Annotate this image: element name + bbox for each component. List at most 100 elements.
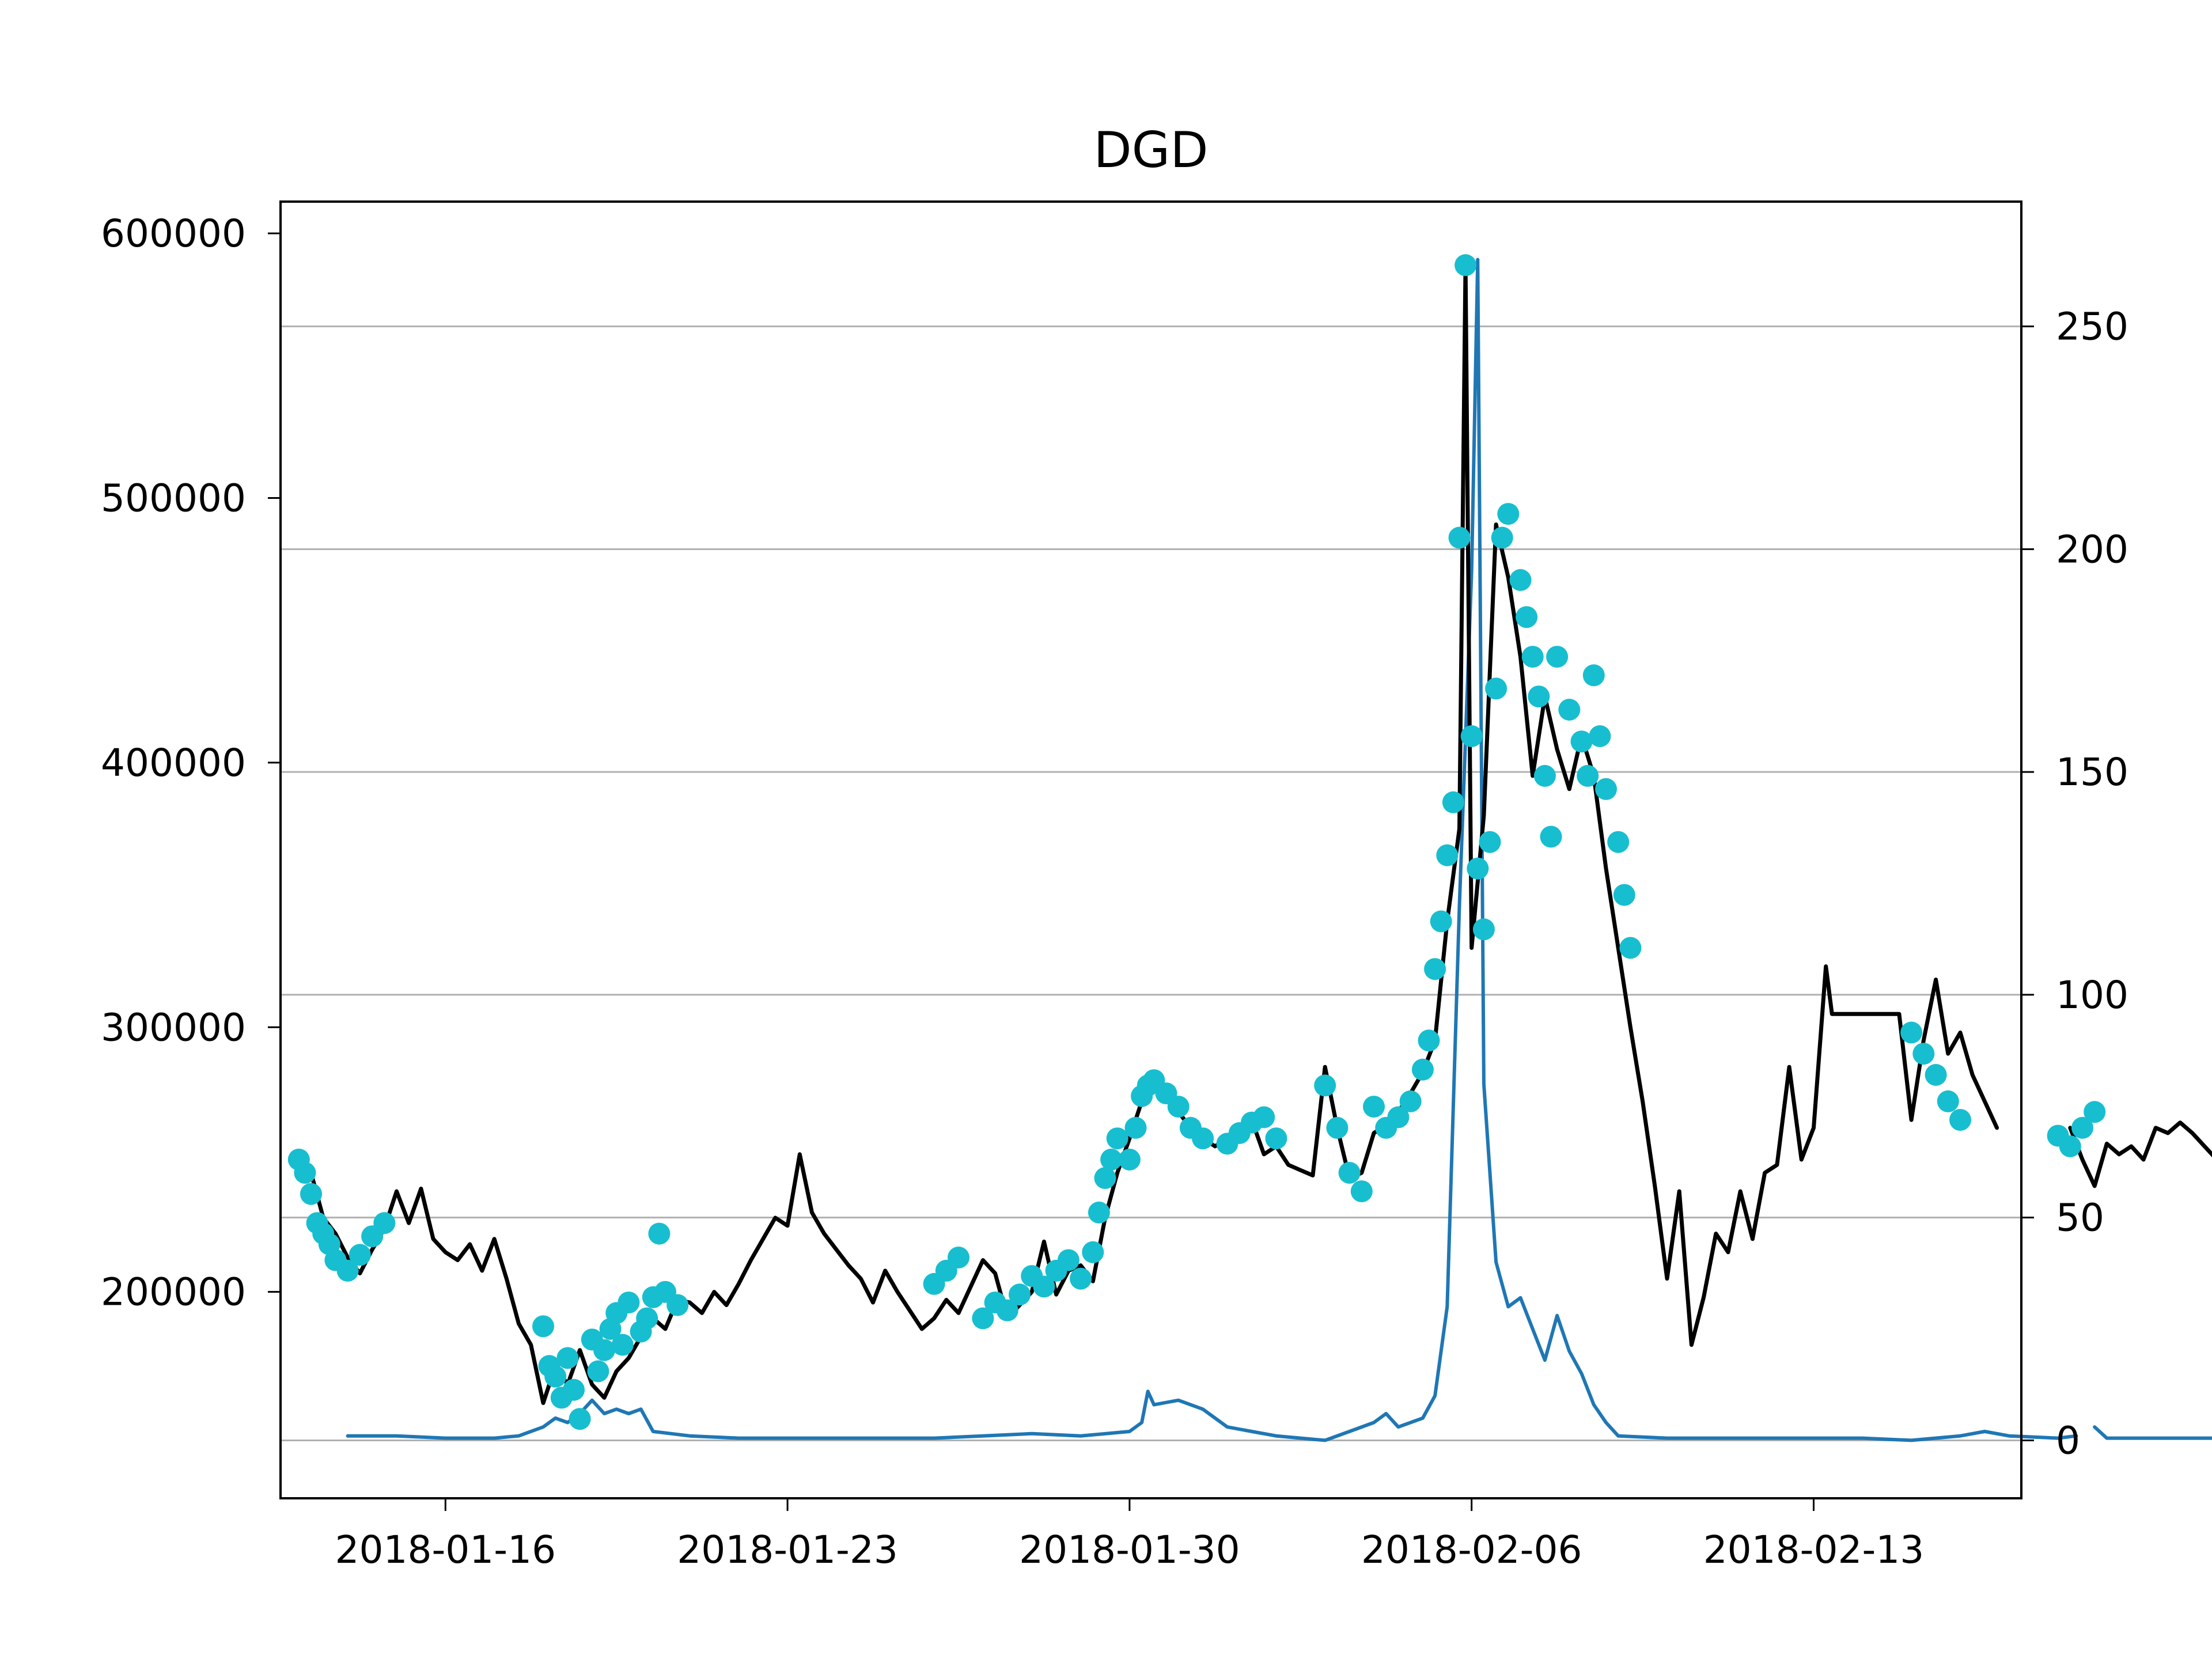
marker-point [336,1259,359,1282]
marker-point [1424,958,1446,980]
y-left-tick-label: 200000 [101,1270,246,1315]
marker-point [1167,1096,1190,1118]
marker-point [1533,764,1556,787]
marker-point [1485,677,1508,700]
marker-point [1595,778,1617,800]
price-line [2068,1120,2212,1188]
marker-point [996,1299,1018,1321]
marker-point [1546,646,1569,668]
marker-point [648,1222,671,1245]
marker-point [1082,1241,1104,1263]
marker-point [1009,1283,1031,1306]
marker-point [1472,918,1495,941]
y-right-tick-label: 200 [2056,527,2128,571]
marker-point [373,1212,396,1234]
marker-point [556,1347,579,1369]
volume-line [346,257,2078,1442]
marker-point [1253,1106,1275,1128]
marker-point [1057,1249,1080,1271]
x-tick-label: 2018-01-23 [677,1528,898,1572]
marker-point [1497,503,1520,525]
volume-series [346,257,2212,1442]
marker-point [349,1244,371,1266]
marker-point [1411,1058,1434,1081]
x-tick-label: 2018-02-06 [1361,1528,1582,1572]
x-tick-label: 2018-01-30 [1019,1528,1240,1572]
marker-point [1430,910,1452,933]
y-right-tick-label: 0 [2056,1418,2080,1463]
marker-point [1100,1149,1123,1171]
marker-point [1528,685,1550,708]
marker-point [1033,1275,1055,1298]
marker-point [1577,764,1599,787]
marker-point [1106,1127,1128,1150]
marker-point [300,1183,322,1205]
y-right-tick-label: 100 [2056,973,2128,1017]
marker-point [593,1339,615,1361]
marker-point [1118,1149,1141,1171]
x-tick-label: 2018-02-13 [1703,1528,1925,1572]
marker-point [636,1307,658,1330]
marker-point [1265,1127,1287,1150]
marker-point [2084,1101,2106,1123]
y-left-tick-label: 500000 [101,476,246,521]
y-axis-left: 200000 300000 400000 500000 600000 [101,211,281,1315]
marker-point [1192,1127,1214,1150]
y-right-tick-label: 150 [2056,750,2128,794]
marker-point [1589,725,1611,747]
marker-point [1558,699,1581,721]
marker-point [532,1315,554,1338]
x-tick-label: 2018-01-16 [335,1528,556,1572]
marker-point [587,1360,609,1382]
marker-point [611,1334,634,1356]
marker-point [1094,1167,1116,1190]
marker-point [563,1378,585,1401]
marker-point [1124,1116,1147,1139]
y-axis-right: 0 50 100 150 200 250 [2021,305,2128,1463]
marker-point [294,1162,316,1184]
marker-point [1070,1267,1092,1290]
marker-point [1949,1109,1971,1131]
marker-point [1442,791,1464,813]
x-axis: 2018-01-16 2018-01-23 2018-01-30 2018-02-06… [335,1498,1925,1572]
marker-point [544,1365,567,1388]
marker-point [1613,884,1635,906]
marker-point [1900,1021,1923,1044]
marker-point [1937,1090,1959,1112]
marker-point [1314,1074,1336,1097]
marker-point [1363,1096,1385,1118]
marker-point [1509,569,1532,591]
marker-series [287,254,2106,1430]
marker-point [1338,1162,1361,1184]
marker-point [618,1291,640,1314]
marker-point [972,1307,994,1330]
marker-point [2059,1135,2081,1157]
marker-point [1088,1201,1110,1224]
marker-point [1436,844,1459,866]
marker-point [948,1247,969,1268]
y-left-tick-label: 600000 [101,211,246,256]
marker-point [569,1408,591,1430]
marker-point [1521,646,1544,668]
marker-point [1540,825,1562,848]
marker-point [1607,831,1630,853]
marker-point [1619,937,1642,959]
marker-point [1326,1116,1349,1139]
marker-point [1516,606,1538,628]
y-left-tick-label: 400000 [101,741,246,785]
y-right-tick-label: 250 [2056,305,2128,349]
marker-point [1460,725,1483,747]
marker-point [1387,1106,1410,1128]
plot-frame [279,200,2022,1499]
marker-point [1570,730,1593,753]
volume-line [2093,1425,2212,1440]
marker-point [1448,527,1471,549]
marker-point [1912,1043,1935,1065]
marker-point [1925,1064,1947,1086]
marker-point [1479,831,1501,853]
marker-point [1350,1180,1373,1203]
marker-point [1418,1029,1440,1052]
y-right-tick-label: 50 [2056,1196,2104,1240]
